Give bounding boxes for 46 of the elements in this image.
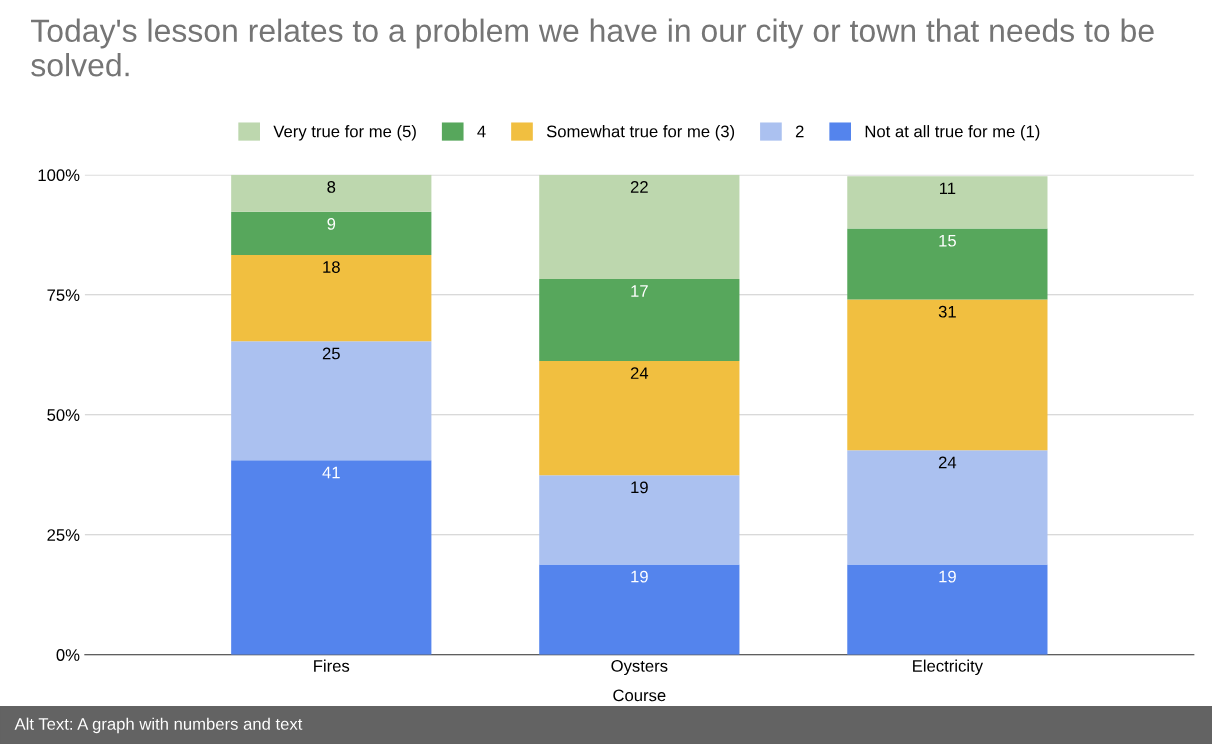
text: Alt Text: A graph with numbers and text bbox=[14, 717, 303, 734]
data-label: 25 bbox=[322, 347, 340, 360]
bar bbox=[539, 278, 740, 362]
bar bbox=[847, 176, 1048, 229]
x-tick-label: Fires bbox=[314, 659, 350, 672]
data-label: 19 bbox=[631, 481, 648, 494]
legend-label: 4 bbox=[477, 125, 486, 138]
chart-title: Today's lesson relates to a problem we have in our city or town that needs to be solved. bbox=[31, 18, 1154, 77]
legend-label: 2 bbox=[795, 125, 804, 138]
y-tick-label: 25% bbox=[47, 529, 80, 541]
data-label: 41 bbox=[322, 466, 340, 479]
y-tick-label: 0% bbox=[56, 649, 80, 661]
y-tick-label: 100% bbox=[38, 169, 80, 182]
data-label: 22 bbox=[630, 181, 648, 193]
data-label: 15 bbox=[939, 234, 956, 247]
bar bbox=[231, 211, 432, 255]
bar bbox=[539, 174, 740, 279]
data-label: 31 bbox=[938, 305, 956, 318]
y-tick-label: 75% bbox=[47, 289, 80, 302]
legend-label: Very true for me (5) bbox=[273, 125, 416, 141]
data-label: 8 bbox=[327, 181, 336, 193]
bar bbox=[231, 341, 432, 461]
data-label: 17 bbox=[631, 285, 648, 297]
bar bbox=[847, 299, 1048, 451]
x-tick-label: Electricity bbox=[913, 659, 983, 676]
bar bbox=[539, 361, 740, 476]
legend-label: Not at all true for me (1) bbox=[865, 125, 1040, 141]
data-label: 18 bbox=[323, 261, 340, 273]
bar bbox=[847, 450, 1048, 565]
x-axis-title: Course bbox=[613, 689, 666, 702]
bar bbox=[539, 475, 740, 565]
data-label: 19 bbox=[939, 570, 956, 583]
y-tick-label: 50% bbox=[47, 409, 80, 421]
x-tick-label: Oysters bbox=[611, 660, 668, 676]
data-label: 24 bbox=[938, 456, 957, 469]
bar bbox=[231, 460, 432, 655]
bar bbox=[539, 564, 740, 655]
bar bbox=[847, 564, 1048, 655]
bar bbox=[847, 228, 1048, 300]
data-label: 9 bbox=[327, 217, 336, 230]
bar bbox=[231, 254, 432, 342]
data-label: 11 bbox=[940, 182, 956, 195]
bar bbox=[231, 174, 432, 212]
legend-label: Somewhat true for me (3) bbox=[546, 125, 735, 141]
data-label: 24 bbox=[630, 367, 649, 379]
data-label: 19 bbox=[631, 570, 648, 583]
